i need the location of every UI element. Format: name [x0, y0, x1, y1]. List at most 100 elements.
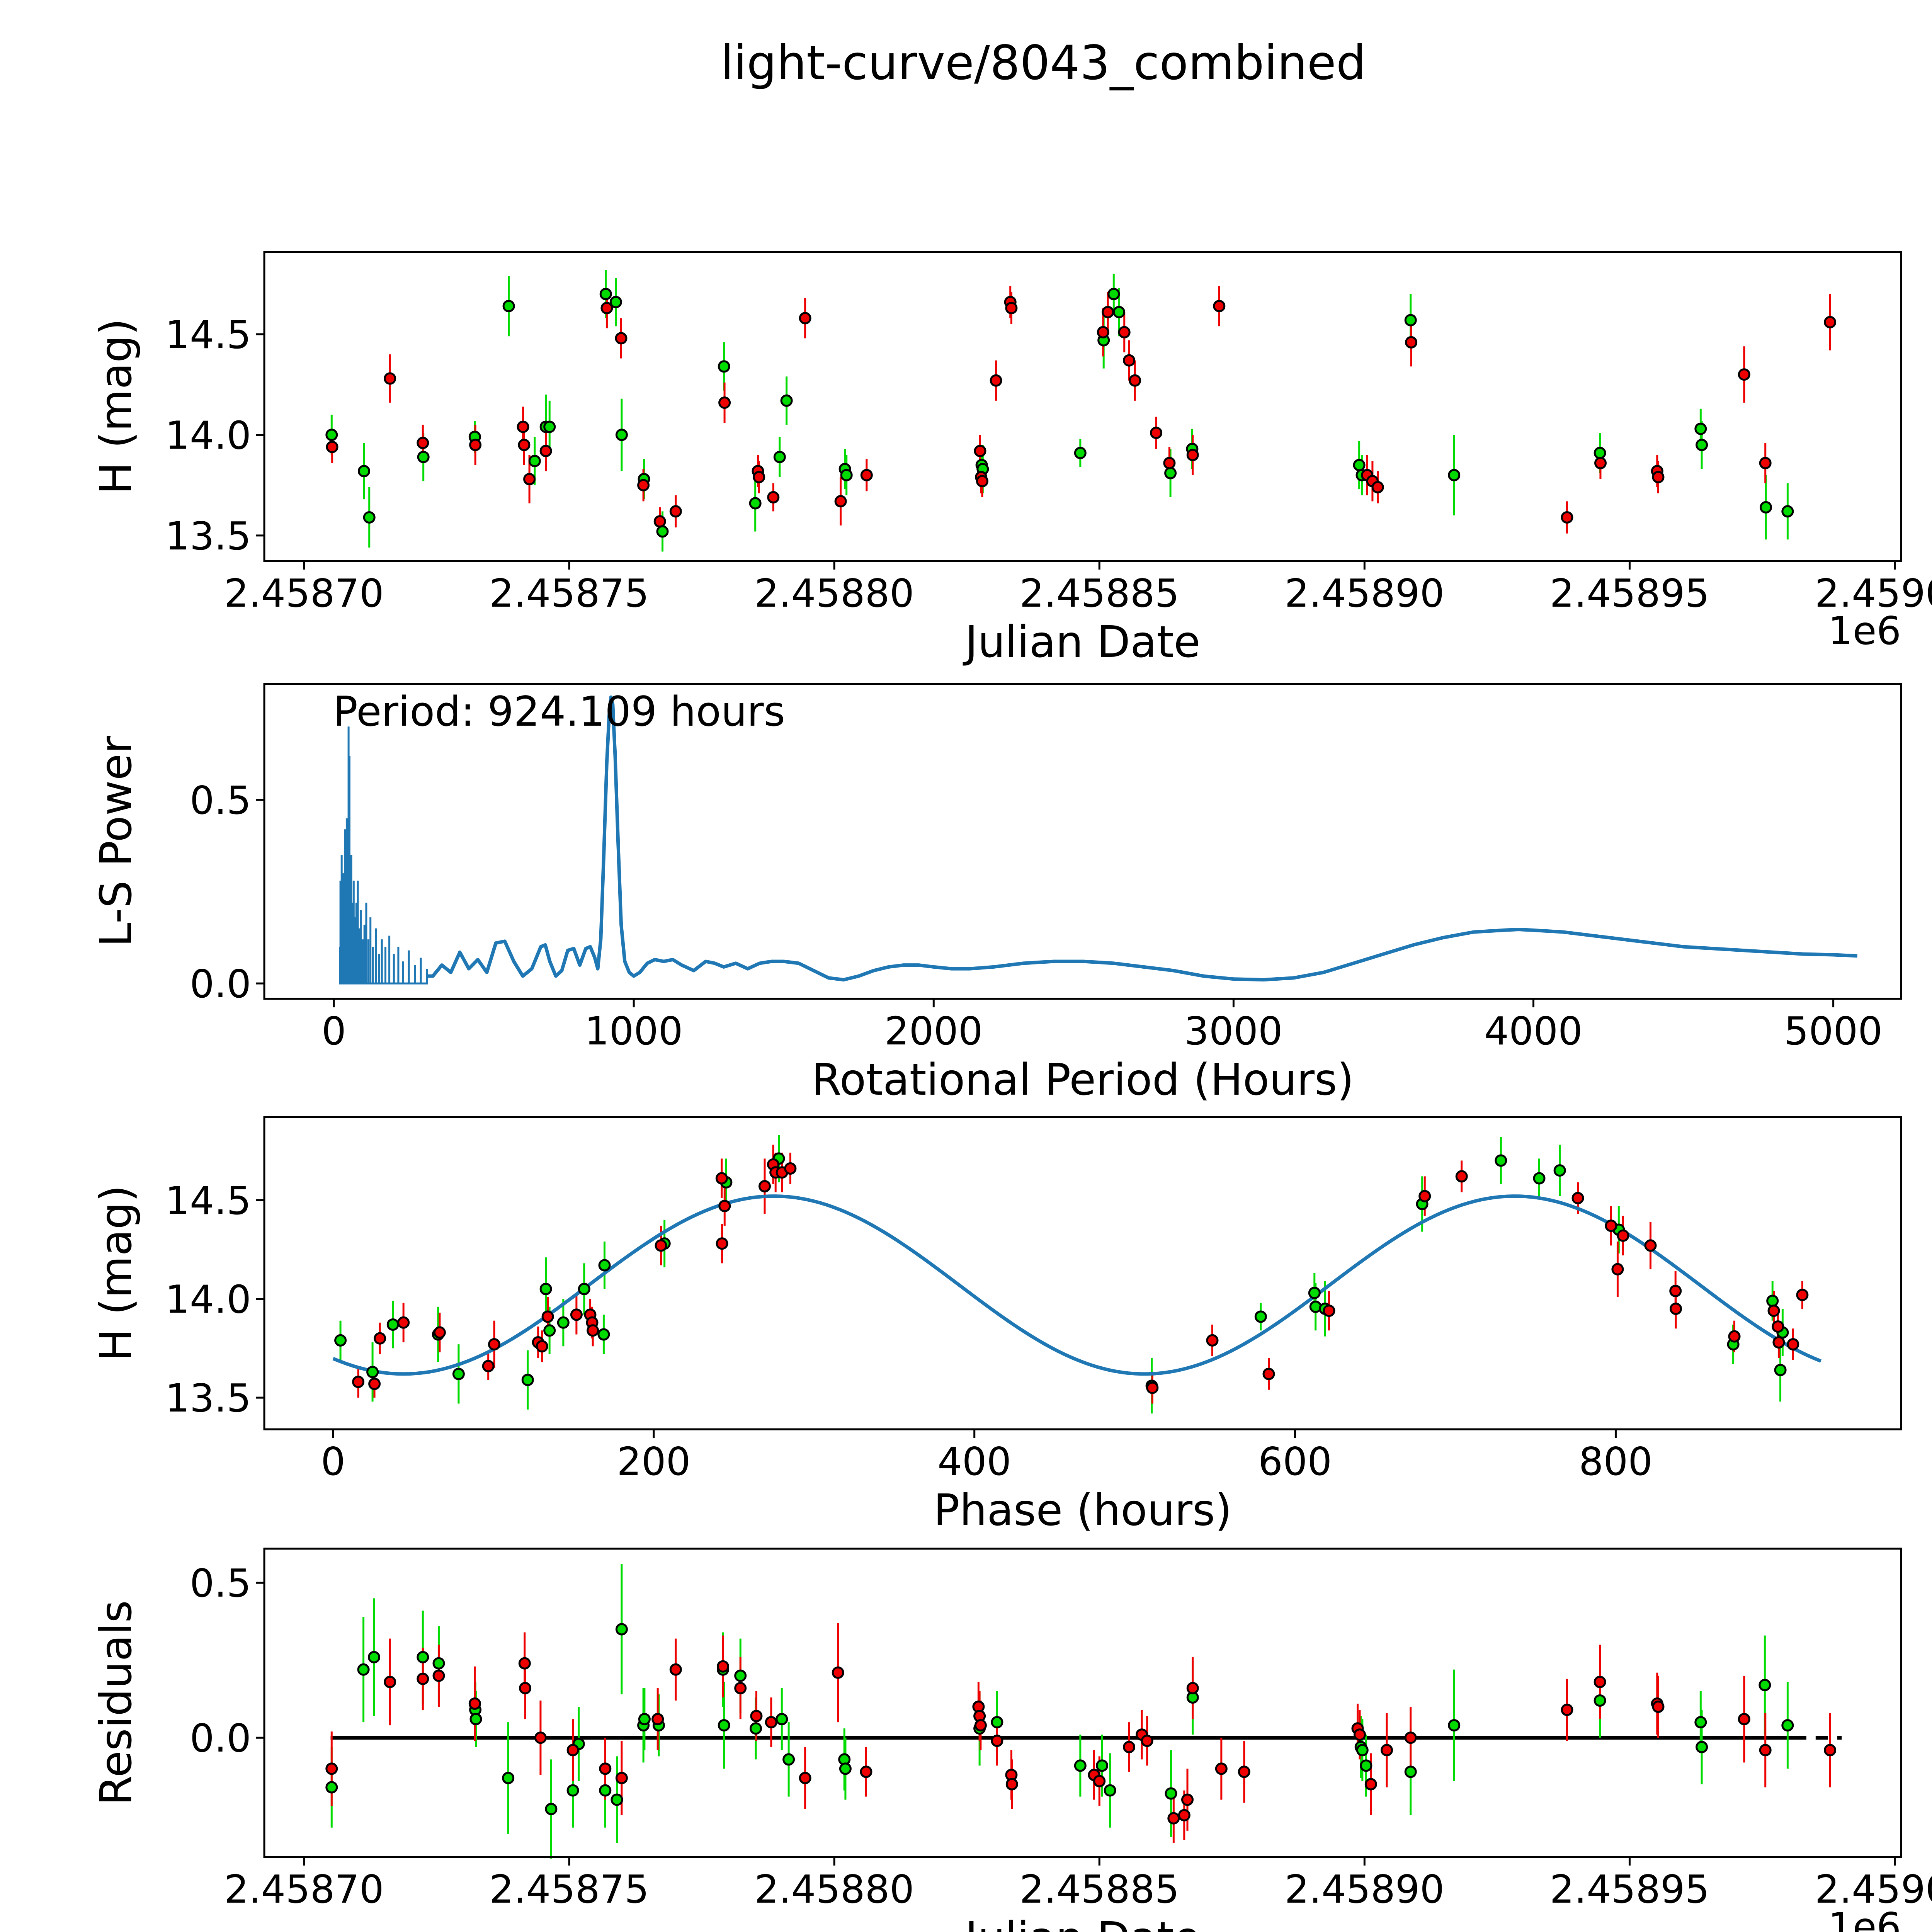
offset-text: 1e6 [1828, 608, 1901, 653]
data-point [1796, 1289, 1809, 1301]
data-point [519, 1682, 532, 1694]
data-point [1644, 1239, 1657, 1252]
data-point [541, 1310, 554, 1323]
data-point [368, 1651, 380, 1663]
data-point [784, 1162, 797, 1175]
green-obs-error-bars [339, 1135, 1784, 1414]
data-point [1129, 374, 1141, 387]
y-tick-label: 13.5 [165, 514, 251, 559]
data-point [773, 451, 786, 463]
y-tick-label: 0.5 [190, 778, 251, 823]
spines [263, 683, 1902, 1000]
data-point [1781, 1719, 1794, 1732]
x-tick-label: 4000 [1484, 1009, 1583, 1054]
data-point [615, 429, 628, 441]
data-point [1254, 1310, 1267, 1323]
data-point [1005, 302, 1018, 315]
x-tick-label: 2.45890 [1285, 1867, 1445, 1912]
model-curve [332, 1194, 1822, 1376]
data-point [1772, 1336, 1785, 1349]
data-point [976, 475, 988, 488]
x-tick-label: 600 [1258, 1439, 1332, 1484]
data-point [1611, 1263, 1624, 1276]
data-point [366, 1366, 379, 1378]
y-axis: 0.0 0.5 [190, 778, 264, 1007]
data-point [536, 1340, 548, 1353]
data-point [1146, 1381, 1159, 1394]
data-point [669, 505, 682, 518]
green-obs-error-bars [330, 270, 1789, 552]
data-point [1652, 1701, 1665, 1713]
x-tick-label: 400 [937, 1439, 1011, 1484]
data-point [374, 1332, 386, 1345]
y-axis-label: L-S Power [91, 735, 141, 947]
data-point [1766, 1294, 1779, 1307]
data-point [600, 302, 613, 315]
x-tick-label: 2.45890 [1285, 571, 1445, 616]
data-point [1097, 326, 1109, 338]
x-tick-label: 2.45885 [1019, 571, 1179, 616]
data-point [1561, 511, 1573, 524]
data-point [1824, 1744, 1837, 1757]
x-tick-label: 2000 [884, 1009, 983, 1054]
data-point [1495, 1154, 1507, 1167]
data-point [776, 1713, 788, 1726]
panel-residuals: 2.45870 2.45875 2.45880 2.45885 2.45890 2.458… [91, 1548, 1932, 1932]
data-point [717, 1660, 729, 1673]
data-point [1670, 1303, 1682, 1315]
y-tick-label: 13.5 [165, 1376, 251, 1421]
data-point [1594, 457, 1607, 469]
data-point [1448, 469, 1461, 481]
data-point [1696, 439, 1708, 451]
data-point [352, 1376, 365, 1388]
data-point [615, 1772, 628, 1784]
data-point [1767, 1304, 1780, 1317]
data-point [566, 1784, 579, 1797]
data-point [566, 1744, 579, 1757]
data-point [1738, 1713, 1750, 1726]
data-point [839, 1762, 852, 1775]
data-point [502, 1772, 515, 1784]
y-axis-label: H (mag) [91, 1185, 141, 1361]
data-point [1123, 1741, 1136, 1753]
data-point [488, 1338, 500, 1351]
data-point [734, 1682, 747, 1694]
data-point [1652, 471, 1665, 483]
data-point [1360, 1759, 1372, 1772]
panel-periodogram: 0 1000 2000 3000 4000 5000 0.0 0.5 Rotational Pe… [91, 683, 1902, 1105]
green-obs-markers [334, 1152, 1789, 1392]
red-obs-error-bars [357, 1145, 1803, 1404]
data-point [611, 1793, 623, 1806]
data-point [397, 1316, 410, 1329]
x-tick-label: 0 [321, 1009, 346, 1054]
data-point [780, 394, 793, 407]
data-point [749, 497, 762, 510]
x-tick-label: 2.45870 [224, 1867, 384, 1912]
data-point [1781, 505, 1794, 518]
data-point [325, 1781, 338, 1794]
x-tick-label: 2.45880 [754, 1867, 914, 1912]
data-point [1215, 1762, 1228, 1775]
data-point [718, 1719, 730, 1732]
x-axis: 0 1000 2000 3000 4000 5000 [321, 999, 1883, 1054]
x-axis-label-text: Julian Date [963, 617, 1200, 667]
periodogram-spikes [339, 726, 428, 985]
x-tick-label: 2.45875 [489, 571, 649, 616]
red-obs-error-bars [331, 286, 1831, 536]
y-axis: 13.5 14.0 14.5 [165, 312, 264, 559]
data-point [432, 1657, 445, 1670]
data-point [1096, 1759, 1109, 1772]
data-point [615, 332, 628, 345]
data-point [545, 1803, 558, 1815]
data-point [974, 1719, 987, 1732]
data-point [1759, 1679, 1771, 1691]
data-point [840, 469, 853, 481]
data-point [1759, 1744, 1772, 1757]
data-point [1594, 1675, 1606, 1688]
data-point [1405, 336, 1418, 349]
x-tick-label: 800 [1579, 1439, 1653, 1484]
data-point [990, 374, 1002, 387]
x-tick-label: 1000 [585, 1009, 683, 1054]
